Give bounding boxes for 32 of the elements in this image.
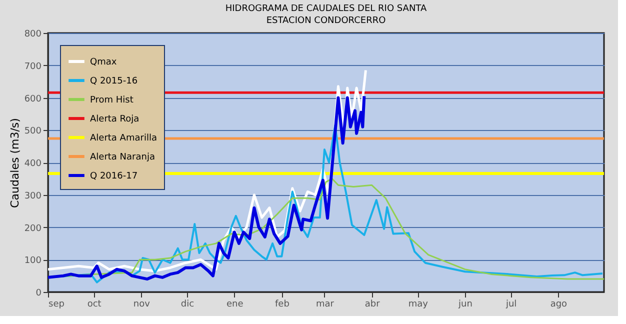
x-tick-label: jul — [504, 300, 517, 310]
legend-label: Alerta Amarilla — [90, 134, 157, 144]
x-tick-label: dic — [180, 300, 194, 310]
legend-label: Prom Hist — [90, 96, 134, 106]
legend-label: Alerta Naranja — [90, 152, 155, 162]
legend-label: Q 2015-16 — [90, 76, 138, 86]
x-tick-label: ago — [550, 300, 568, 310]
y-tick-label: 800 — [24, 30, 42, 40]
line-series — [48, 94, 366, 281]
x-tick-label: ene — [226, 300, 244, 310]
chart-title: HIDROGRAMA DE CAUDALES DEL RIO SANTA — [225, 4, 428, 14]
chart-subtitle: ESTACION CONDORCERRO — [266, 16, 386, 26]
y-tick-label: 400 — [24, 159, 42, 169]
x-tick-label: nov — [133, 300, 151, 310]
x-tick-label: feb — [274, 300, 290, 310]
legend-label: Q 2016-17 — [90, 172, 138, 182]
x-tick-label: mar — [316, 300, 334, 310]
x-tick-label: oct — [87, 300, 102, 310]
x-tick-label: sep — [48, 300, 65, 310]
y-tick-label: 700 — [24, 62, 42, 72]
x-tick-label: may — [408, 300, 429, 310]
y-axis-title: Caudales (m3/s) — [8, 118, 22, 208]
y-tick-label: 200 — [24, 224, 42, 234]
y-tick-label: 0 — [36, 288, 42, 298]
y-tick-label: 300 — [24, 191, 42, 202]
y-tick-label: 500 — [24, 126, 42, 137]
legend-label: Alerta Roja — [90, 114, 140, 124]
x-tick-label: abr — [364, 300, 380, 310]
x-tick-label: jun — [458, 300, 472, 310]
legend-label: Qmax — [90, 58, 118, 68]
y-tick-label: 600 — [24, 94, 42, 104]
y-tick-label: 100 — [24, 256, 42, 266]
